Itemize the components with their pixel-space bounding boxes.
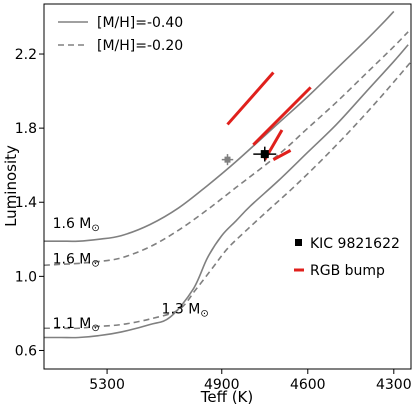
mass-label-4: 1.3 M⊙ bbox=[162, 301, 209, 319]
track-line-1 bbox=[44, 10, 395, 243]
rgb-bump-segment-2 bbox=[252, 86, 312, 146]
x-axis: 5300 4900 4600 4300 bbox=[89, 369, 412, 393]
legend2-marker-1 bbox=[295, 239, 302, 246]
y-axis: 0.6 1.0 1.4 1.8 2.2 bbox=[15, 47, 44, 359]
legend2-label-2: RGB bump bbox=[310, 263, 385, 279]
legend-label-1: [M/H]=-0.40 bbox=[97, 15, 183, 31]
plot-area: 1.6 M⊙ 1.6 M⊙ 1.1 M⊙ 1.3 M⊙ bbox=[44, 10, 411, 339]
legend-markers: KIC 9821622 RGB bump bbox=[294, 236, 400, 279]
plot-content: 1.6 M⊙ 1.6 M⊙ 1.1 M⊙ 1.3 M⊙ bbox=[44, 10, 411, 339]
mass-label-1: 1.6 M⊙ bbox=[53, 216, 100, 234]
y-tick-label-1.4: 1.4 bbox=[15, 195, 37, 211]
legend2-label-1: KIC 9821622 bbox=[310, 236, 400, 252]
mass-label-3: 1.1 M⊙ bbox=[53, 316, 100, 334]
track-line-4 bbox=[44, 60, 411, 330]
mass-label-2: 1.6 M⊙ bbox=[53, 251, 100, 269]
legend-metallicity: [M/H]=-0.40 [M/H]=-0.20 bbox=[58, 15, 183, 54]
rgb-bump-segment-4 bbox=[272, 149, 292, 161]
y-tick-label-2.2: 2.2 bbox=[15, 47, 37, 63]
track-line-2 bbox=[44, 31, 409, 267]
x-tick-label-4300: 4300 bbox=[376, 377, 412, 393]
x-tick-label-5300: 5300 bbox=[89, 377, 125, 393]
track-line-3 bbox=[44, 44, 409, 339]
y-tick-label-1.8: 1.8 bbox=[15, 121, 37, 137]
y-tick-label-1: 1.0 bbox=[15, 269, 37, 285]
rgb-bump-segment-1 bbox=[226, 71, 275, 126]
y-axis-label: Luminosity bbox=[2, 145, 20, 227]
plot-frame bbox=[43, 3, 412, 370]
star-marker-1 bbox=[260, 150, 269, 159]
y-tick-label-0.6: 0.6 bbox=[15, 343, 37, 359]
x-axis-label: Teff (K) bbox=[200, 388, 254, 406]
x-tick-label-4900: 4900 bbox=[204, 377, 240, 393]
star-marker-2 bbox=[224, 156, 231, 163]
legend-label-2: [M/H]=-0.20 bbox=[97, 38, 183, 54]
x-tick-label-4600: 4600 bbox=[290, 377, 326, 393]
